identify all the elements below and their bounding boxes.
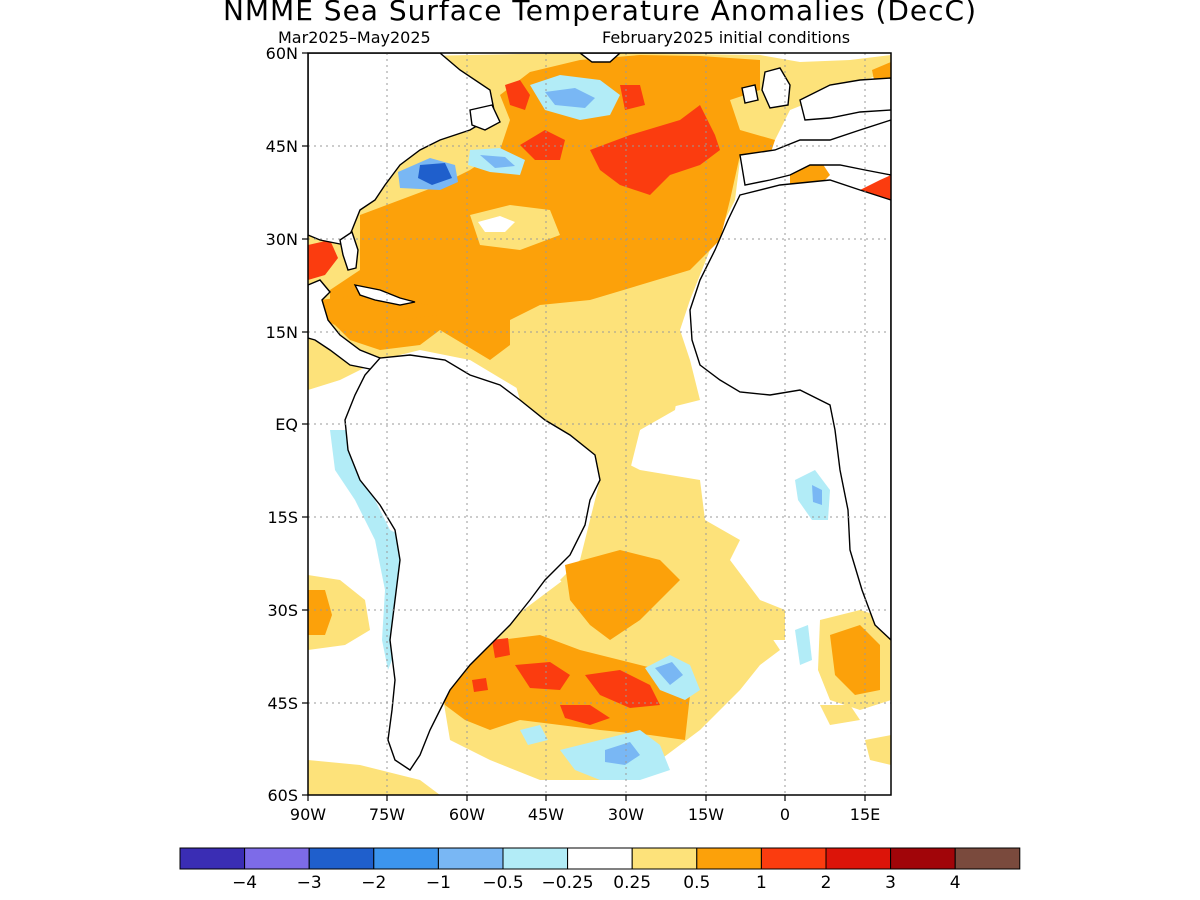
tick-marks [302, 52, 866, 801]
land-great-britain [761, 67, 791, 109]
anomaly-pacific-coastal-cool [330, 430, 410, 670]
colorbar-swatch [890, 847, 956, 870]
colorbar-label: −3 [297, 873, 322, 893]
anomaly-far-south-light [820, 705, 860, 725]
lon-label: 15E [850, 805, 880, 824]
lat-label: 45N [266, 137, 298, 156]
lon-label: 15W [688, 805, 724, 824]
land-south-america [344, 354, 601, 771]
colorbar-label: −1 [426, 873, 451, 893]
land-africa [689, 179, 891, 641]
anomaly-south-atlantic-warm [565, 550, 680, 640]
lat-label: EQ [275, 415, 298, 434]
anomaly-gulf-stream-cool [418, 163, 452, 185]
colorbar-label: −0.5 [482, 873, 523, 893]
anomaly-far-south-light [865, 735, 891, 765]
colorbar-swatch [567, 847, 633, 870]
colorbar-swatch [437, 847, 504, 870]
lat-label: 30N [266, 230, 298, 249]
anomaly-south-atlantic-cool [655, 662, 683, 685]
land-greenland [578, 53, 622, 63]
colorbar-swatch [825, 847, 892, 870]
anomaly-south-atlantic-hot [492, 638, 510, 658]
anomaly-north-atlantic-hot [620, 85, 645, 110]
anomaly-north-atlantic-hot [520, 130, 565, 160]
forecast-period: Mar2025–May2025 [278, 28, 431, 47]
land-ireland [741, 84, 759, 104]
longitude-labels: 90W 75W 60W 45W 30W 15W 0 15E [290, 805, 880, 824]
anomaly-labrador-cool [545, 88, 595, 108]
colorbar-swatch [179, 847, 246, 870]
anomaly-southeast-atlantic-cool [795, 625, 812, 665]
anomaly-southeast-pacific-warm [308, 590, 332, 635]
colorbar-label: −0.25 [542, 873, 594, 893]
anomaly-shelf-cool [480, 155, 515, 168]
colorbar-label: 0.25 [613, 873, 651, 893]
colorbar-label: 2 [821, 873, 832, 893]
anomaly-north-atlantic-hot [590, 105, 720, 195]
land-florida [339, 230, 359, 271]
colorbar-swatch [244, 847, 310, 870]
anomaly-neutral-patch [478, 216, 515, 232]
grid-lines [308, 53, 891, 795]
land-europe-north [799, 77, 891, 121]
lon-label: 60W [449, 805, 485, 824]
land-europe [739, 119, 891, 186]
lat-label: 60N [266, 44, 298, 63]
colorbar-swatch [373, 847, 439, 870]
anomaly-southern-ocean-cool [605, 742, 640, 765]
anomaly-tropical-band-light [500, 320, 785, 640]
colorbar-swatch [696, 847, 762, 870]
colorbar-swatch [308, 847, 375, 870]
anomaly-south-atlantic-hot [472, 678, 488, 692]
colorbar-swatch [502, 847, 569, 870]
lat-label: 15N [266, 323, 298, 342]
colorbar-label: −2 [361, 873, 386, 893]
land-newfoundland [469, 104, 501, 131]
colorbar [179, 847, 1021, 870]
land-central-america [308, 279, 381, 371]
colorbar-label: 3 [885, 873, 896, 893]
land-north-america [308, 53, 496, 246]
anomaly-benguela-cool [795, 470, 830, 520]
anomaly-south-atlantic-hot [515, 662, 570, 690]
lat-label: 60S [267, 786, 298, 805]
colorbar-label: −4 [232, 873, 257, 893]
colorbar-label: 4 [950, 873, 961, 893]
lon-label: 0 [780, 805, 790, 824]
lon-label: 30W [608, 805, 644, 824]
colorbar-label: 0.5 [683, 873, 710, 893]
anomaly-north-atlantic-hot [505, 80, 530, 110]
anomaly-south-atlantic-hot [585, 670, 660, 708]
colorbar-label: 1 [756, 873, 767, 893]
latitude-labels: 60N 45N 30N 15N EQ 15S 30S 45S 60S [266, 44, 298, 805]
chart-title: NMME Sea Surface Temperature Anomalies (… [222, 0, 978, 27]
colorbar-swatch [631, 847, 698, 870]
colorbar-swatch [760, 847, 827, 870]
lon-label: 45W [528, 805, 564, 824]
colorbar-swatch [954, 847, 1021, 870]
lon-label: 90W [290, 805, 326, 824]
anomaly-south-atlantic-warm [440, 635, 690, 740]
lat-label: 15S [267, 508, 298, 527]
anomaly-gulf-of-mexico-hot [308, 240, 338, 280]
land-cuba [353, 284, 416, 306]
anomaly-caribbean-warm [320, 295, 440, 330]
anomaly-far-south-light [308, 760, 440, 795]
lat-label: 30S [267, 601, 298, 620]
anomaly-south-atlantic-hot [560, 705, 610, 725]
lat-label: 45S [267, 694, 298, 713]
anomaly-field [308, 53, 891, 795]
land-masses [308, 53, 891, 771]
initial-conditions: February2025 initial conditions [602, 28, 851, 47]
anomaly-benguela-cool [812, 485, 822, 505]
anomaly-southern-ocean-cool [520, 725, 548, 745]
colorbar-labels: −4 −3 −2 −1 −0.5 −0.25 0.25 0.5 1 2 3 4 [232, 873, 961, 893]
anomaly-agulhas-warm [830, 625, 880, 695]
lon-label: 75W [369, 805, 405, 824]
